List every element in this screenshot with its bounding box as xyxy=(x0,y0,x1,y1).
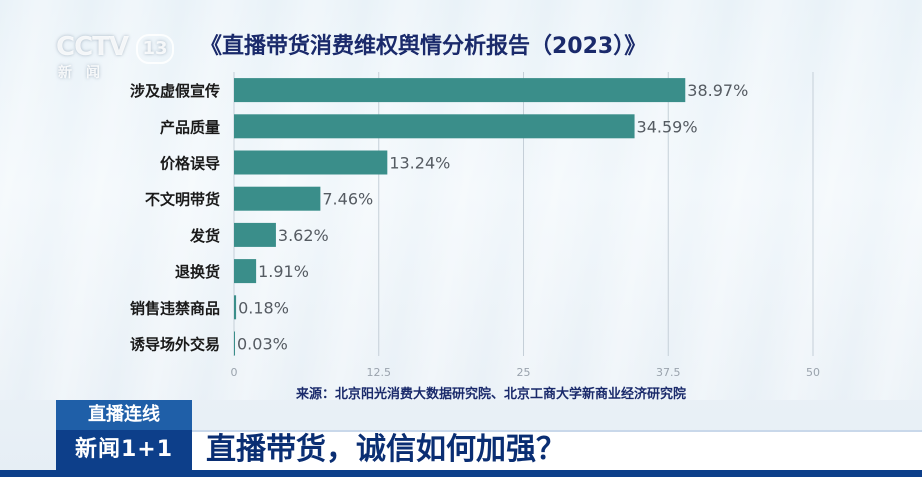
bar xyxy=(234,331,235,356)
x-tick-label: 0 xyxy=(231,366,238,379)
bottom-strip xyxy=(0,470,922,477)
program-tag: 直播连线 xyxy=(56,400,192,430)
category-label: 发货 xyxy=(189,227,220,245)
value-label: 3.62% xyxy=(278,226,329,245)
category-label: 价格误导 xyxy=(160,155,220,173)
bar-chart: 0 12.5 25 37.5 50 涉及虚假宣传 38.97% 产品质量 34.59% 价格误导 1… xyxy=(130,72,820,379)
chart-title: 《直播带货消费维权舆情分析报告（2023）》 xyxy=(200,34,647,59)
program-logo: 新闻1+1 xyxy=(56,430,192,470)
logo-channel-number: 13 xyxy=(136,34,174,64)
value-label: 0.03% xyxy=(237,335,288,354)
bar xyxy=(234,222,276,247)
headline: 直播带货，诚信如何加强？ xyxy=(206,432,566,467)
channel-logo: CCTV 13 新闻 xyxy=(56,32,176,92)
bar xyxy=(234,295,237,320)
value-label: 13.24% xyxy=(389,154,450,173)
x-tick-label: 12.5 xyxy=(367,366,392,379)
category-label: 销售违禁商品 xyxy=(130,299,220,317)
x-tick-label: 37.5 xyxy=(656,366,681,379)
x-tick-label: 50 xyxy=(806,366,820,379)
category-label: 涉及虚假宣传 xyxy=(130,82,220,100)
logo-main-text: CCTV xyxy=(56,32,129,62)
category-label: 不文明带货 xyxy=(145,191,220,209)
value-label: 34.59% xyxy=(637,117,698,136)
value-label: 1.91% xyxy=(258,262,309,281)
x-tick-label: 25 xyxy=(517,366,531,379)
bar xyxy=(234,259,257,284)
source-note: 来源：北京阳光消费大数据研究院、北京工商大学新商业经济研究院 xyxy=(296,387,687,402)
value-label: 0.18% xyxy=(238,298,289,317)
bar xyxy=(234,114,635,139)
logo-sub-text: 新闻 xyxy=(58,65,114,81)
category-label: 诱导场外交易 xyxy=(130,336,220,354)
bar xyxy=(234,78,686,103)
bar xyxy=(234,150,388,175)
category-label: 退换货 xyxy=(175,263,220,281)
headline-bar xyxy=(192,430,922,472)
category-label: 产品质量 xyxy=(160,118,220,136)
bar xyxy=(234,186,321,211)
value-label: 38.97% xyxy=(687,81,748,100)
value-label: 7.46% xyxy=(322,190,373,209)
